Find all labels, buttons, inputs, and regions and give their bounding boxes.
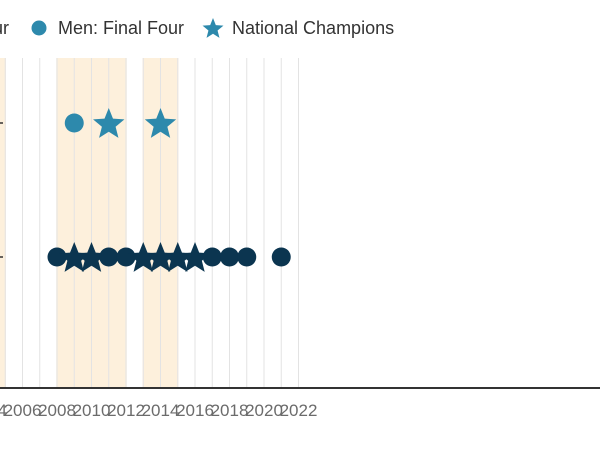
point-row2-2009-star [58, 242, 90, 272]
point-row2-2012-circle [116, 247, 136, 267]
legend: ur Men: Final Four National Champions [0, 18, 394, 38]
point-row2-2016-star [179, 242, 211, 272]
point-row1-2011-star [93, 108, 125, 138]
point-row2-2008-circle [47, 247, 67, 267]
legend-label-2: National Champions [232, 18, 394, 38]
x-tick-label-2022: 2022 [280, 401, 318, 420]
point-row2-2019-circle [237, 247, 257, 267]
x-tick-label-2004: 2004 [0, 401, 7, 420]
legend-marker-star [202, 18, 224, 38]
point-row2-2010-star [75, 242, 108, 272]
gridlines [0, 58, 299, 388]
legend-marker-circle [31, 20, 47, 36]
point-row1-2009-circle [64, 113, 84, 133]
x-tick-label-2010: 2010 [73, 401, 111, 420]
x-tick-label-2014: 2014 [142, 401, 180, 420]
x-tick-label-2012: 2012 [107, 401, 145, 420]
point-row2-2013-star [127, 242, 159, 272]
point-row2-2014-star [144, 242, 177, 272]
point-row2-2021-circle [271, 247, 291, 267]
x-tick-label-2006: 2006 [4, 401, 42, 420]
point-row2-2015-star [162, 242, 194, 272]
legend-label-1: Men: Final Four [58, 18, 184, 38]
point-row2-2018-circle [220, 247, 239, 267]
legend-label-0: ur [0, 18, 9, 38]
x-tick-label-2018: 2018 [211, 401, 249, 420]
x-tick-label-2016: 2016 [176, 401, 214, 420]
data-points [47, 108, 291, 272]
point-row2-2017-circle [202, 247, 222, 267]
highlight-band-2004 [0, 58, 6, 388]
point-row1-2014-star [144, 108, 177, 138]
highlight-bands [0, 58, 179, 388]
x-tick-labels: 2004200620082010201220142016201820202022 [0, 401, 317, 420]
point-row2-2011-circle [99, 247, 119, 267]
x-tick-label-2008: 2008 [38, 401, 76, 420]
x-tick-label-2020: 2020 [245, 401, 283, 420]
